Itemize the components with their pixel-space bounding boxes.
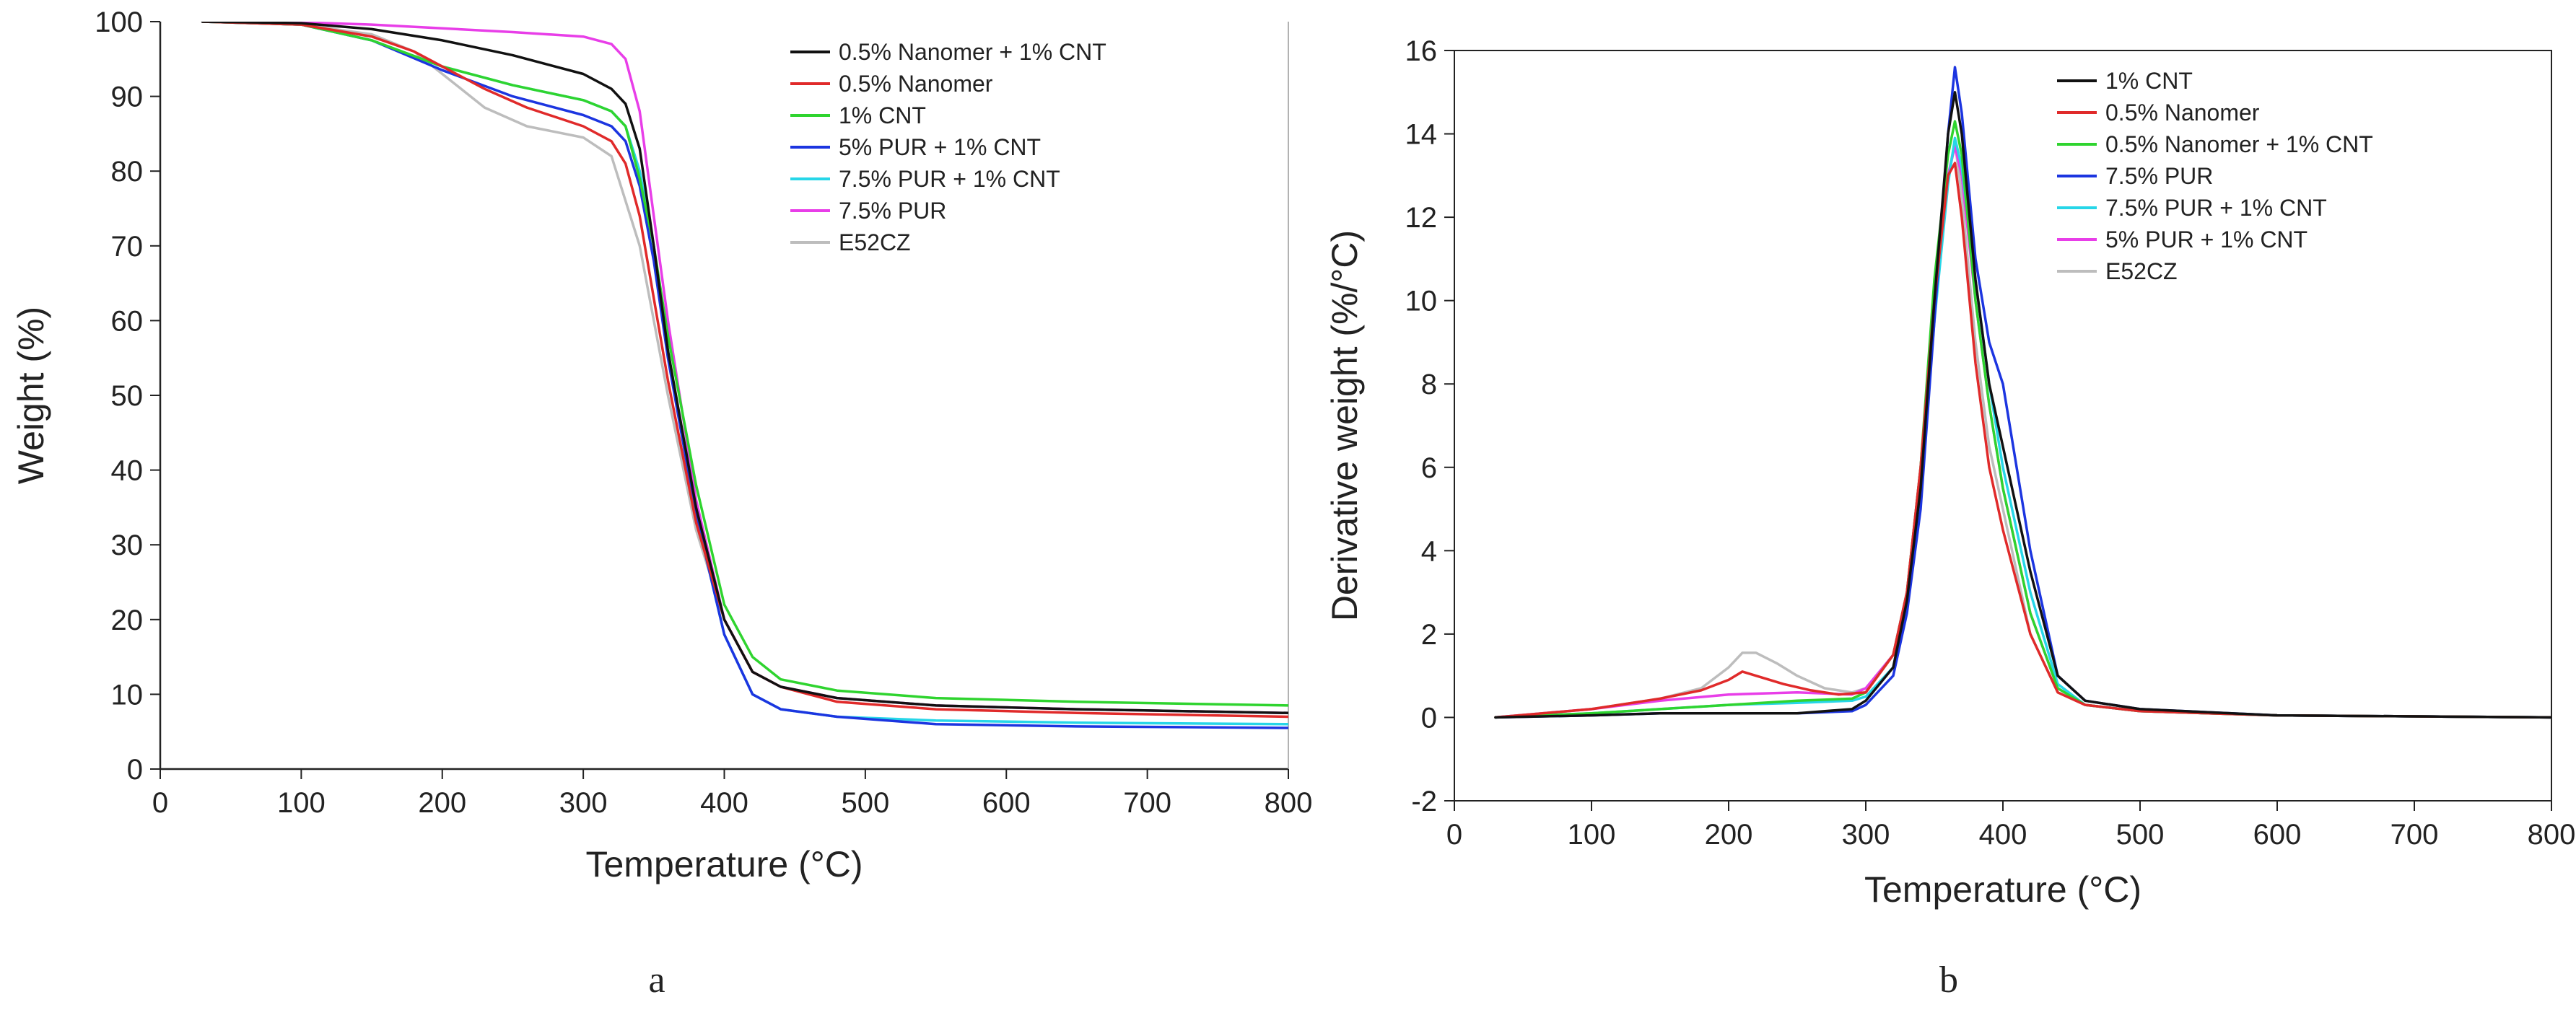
y-tick-label: 4 — [1421, 535, 1437, 567]
legend-entry: 7.5% PUR + 1% CNT — [2105, 195, 2327, 221]
series-line-e52cz — [1494, 141, 2551, 719]
series-line-5-pur-1-cnt — [201, 22, 1288, 729]
legend-entry: 7.5% PUR + 1% CNT — [839, 166, 1060, 192]
x-tick-label: 200 — [418, 787, 466, 819]
x-tick-label: 300 — [1842, 819, 1890, 851]
x-tick-label: 0 — [152, 787, 168, 819]
series-line-5-pur-1-cnt — [1494, 145, 2551, 719]
x-tick-label: 500 — [842, 787, 890, 819]
y-tick-label: 100 — [95, 6, 143, 38]
series-line-0-5-nanomer — [201, 22, 1288, 719]
y-tick-label: 90 — [111, 82, 144, 113]
x-axis-label: Temperature (°C) — [1864, 869, 2141, 910]
subfigure-label: b — [1939, 960, 1958, 1001]
y-tick-label: 40 — [111, 455, 144, 487]
series-line-e52cz — [201, 22, 1288, 715]
series-line-0-5-nanomer-1-cnt — [1494, 120, 2551, 719]
legend-entry: E52CZ — [839, 229, 911, 255]
y-tick-label: 50 — [111, 380, 144, 412]
legend-entry: 0.5% Nanomer — [2105, 100, 2260, 126]
y-tick-label: 2 — [1421, 619, 1437, 651]
series-line-0-5-nanomer-1-cnt — [201, 22, 1288, 715]
x-tick-label: 400 — [1979, 819, 2027, 851]
dtg-derivative-chart: 0 100 200 300 400 500 600 700 800 -2 0 2 4 6 8 10 12 14 16… — [1324, 35, 2576, 1001]
legend-entry: 1% CNT — [839, 102, 926, 128]
x-tick-label: 100 — [277, 787, 326, 819]
y-tick-label: 0 — [1421, 702, 1437, 734]
subfigure-label: a — [648, 960, 665, 1001]
y-tick-label: -2 — [1411, 786, 1437, 817]
legend-entry: 1% CNT — [2105, 68, 2193, 94]
x-tick-label: 800 — [2528, 819, 2576, 851]
series-line-0-5-nanomer — [1494, 162, 2551, 719]
y-tick-label: 0 — [127, 754, 143, 786]
x-tick-label: 100 — [1568, 819, 1616, 851]
x-tick-label: 700 — [1123, 787, 1171, 819]
x-tick-label: 400 — [700, 787, 748, 819]
series-line-7-5-pur — [1494, 66, 2551, 719]
legend-entry: 0.5% Nanomer + 1% CNT — [839, 39, 1106, 65]
y-tick-label: 10 — [111, 679, 144, 711]
x-tick-label: 700 — [2391, 819, 2439, 851]
y-tick-label: 12 — [1405, 202, 1438, 234]
legend-entry: 7.5% PUR — [2105, 163, 2213, 189]
y-tick-label: 60 — [111, 305, 144, 337]
series-line-1-cnt — [1494, 91, 2551, 719]
y-tick-label: 70 — [111, 231, 144, 263]
dtg-chart-panel: 0 100 200 300 400 500 600 700 800 -2 0 2 4 6 8 10 12 14 16… — [1321, 0, 2576, 1010]
x-axis-label: Temperature (°C) — [586, 844, 863, 884]
legend-entry: 5% PUR + 1% CNT — [2105, 227, 2308, 252]
legend-entry: 7.5% PUR — [839, 198, 946, 224]
x-tick-label: 0 — [1446, 819, 1462, 851]
y-tick-label: 16 — [1405, 35, 1438, 67]
tga-weight-chart: 0 100 200 300 400 500 600 700 800 0 10 20 30 40 50 60 70… — [11, 6, 1313, 1001]
x-tick-label: 800 — [1265, 787, 1313, 819]
x-tick-label: 600 — [982, 787, 1031, 819]
x-tick-label: 500 — [2116, 819, 2165, 851]
legend-entry: E52CZ — [2105, 258, 2178, 284]
y-tick-label: 80 — [111, 156, 144, 188]
legend-entry: 5% PUR + 1% CNT — [839, 134, 1041, 160]
legend-entry: 0.5% Nanomer — [839, 71, 993, 97]
y-axis-label: Derivative weight (%/°C) — [1324, 230, 1365, 621]
y-tick-label: 10 — [1405, 286, 1438, 317]
series-line-7-5-pur-1-cnt — [1494, 136, 2551, 719]
y-tick-label: 6 — [1421, 452, 1437, 484]
series-line-1-cnt — [201, 22, 1288, 707]
tga-chart-panel: 0 100 200 300 400 500 600 700 800 0 10 20 30 40 50 60 70… — [11, 6, 1313, 1001]
plot-frame — [1454, 50, 2552, 802]
y-tick-label: 14 — [1405, 119, 1438, 151]
legend-entry: 0.5% Nanomer + 1% CNT — [2105, 131, 2373, 157]
series-line-7-5-pur-1-cnt — [201, 22, 1288, 726]
y-tick-label: 30 — [111, 530, 144, 561]
y-tick-label: 20 — [111, 605, 144, 636]
y-axis-label: Weight (%) — [11, 307, 51, 484]
x-tick-label: 200 — [1705, 819, 1753, 851]
x-tick-label: 300 — [559, 787, 608, 819]
y-tick-label: 8 — [1421, 369, 1437, 400]
series-line-7-5-pur — [201, 22, 1288, 715]
x-tick-label: 600 — [2253, 819, 2302, 851]
